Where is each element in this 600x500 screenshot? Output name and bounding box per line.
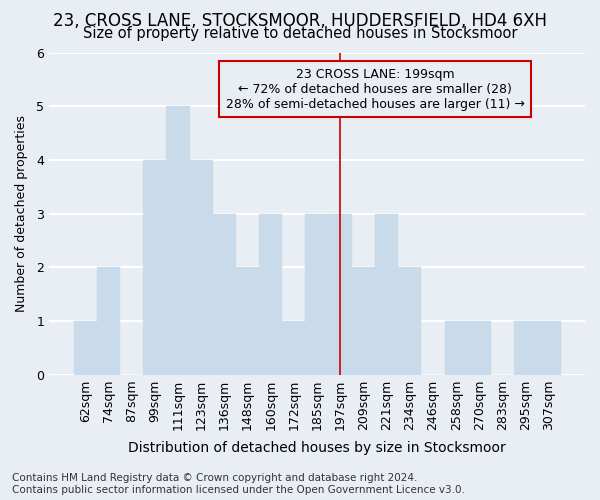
Bar bbox=[329, 214, 352, 374]
Bar bbox=[97, 267, 120, 374]
Bar bbox=[468, 321, 491, 374]
Bar bbox=[259, 214, 283, 374]
Bar bbox=[445, 321, 468, 374]
Text: 23 CROSS LANE: 199sqm
← 72% of detached houses are smaller (28)
28% of semi-deta: 23 CROSS LANE: 199sqm ← 72% of detached … bbox=[226, 68, 524, 110]
Text: 23, CROSS LANE, STOCKSMOOR, HUDDERSFIELD, HD4 6XH: 23, CROSS LANE, STOCKSMOOR, HUDDERSFIELD… bbox=[53, 12, 547, 30]
Bar bbox=[375, 214, 398, 374]
Y-axis label: Number of detached properties: Number of detached properties bbox=[15, 115, 28, 312]
Bar bbox=[283, 321, 305, 374]
X-axis label: Distribution of detached houses by size in Stocksmoor: Distribution of detached houses by size … bbox=[128, 441, 506, 455]
Bar bbox=[514, 321, 538, 374]
Bar bbox=[305, 214, 329, 374]
Bar bbox=[352, 267, 375, 374]
Bar bbox=[213, 214, 236, 374]
Bar bbox=[190, 160, 213, 374]
Bar bbox=[166, 106, 190, 374]
Bar bbox=[538, 321, 560, 374]
Bar bbox=[143, 160, 166, 374]
Bar bbox=[74, 321, 97, 374]
Text: Contains HM Land Registry data © Crown copyright and database right 2024.
Contai: Contains HM Land Registry data © Crown c… bbox=[12, 474, 465, 495]
Bar bbox=[398, 267, 421, 374]
Bar bbox=[236, 267, 259, 374]
Text: Size of property relative to detached houses in Stocksmoor: Size of property relative to detached ho… bbox=[83, 26, 517, 41]
